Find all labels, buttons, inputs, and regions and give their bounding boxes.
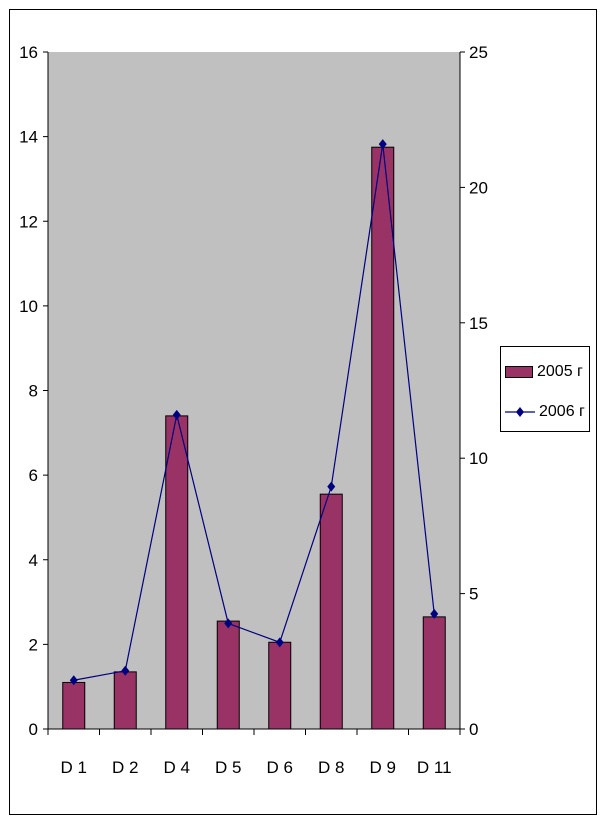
point-1 [69,675,78,686]
left-y-axis: 0 2 4 6 8 10 12 14 16 [19,43,48,739]
bar-1 [62,681,86,730]
x-tick-label: D 9 [370,758,396,777]
x-tick-label: D 4 [164,758,190,777]
right-tick-label: 10 [469,449,488,468]
left-tick-label: 0 [29,720,38,739]
x-tick-label: D 2 [112,758,138,777]
left-tick-label: 14 [19,128,38,147]
legend-item-2006: 2006 г [505,402,585,422]
x-axis: D 1 D 2 D 4 D 5 D 6 D 8 D 9 D 11 [47,729,461,777]
plot-area [48,52,460,729]
legend-swatch-bar [505,366,533,378]
x-tick-label: D 1 [61,758,87,777]
bar-7 [371,146,395,730]
right-tick-label: 0 [469,720,478,739]
legend-item-2005: 2005 г [505,362,583,382]
point-2 [121,665,130,676]
legend-swatch-line [505,407,535,417]
bar-3 [165,415,189,730]
x-tick-label: D 5 [215,758,241,777]
left-tick-label: 8 [29,382,38,401]
series-line [73,143,435,681]
left-tick-label: 12 [19,212,38,231]
right-y-axis: 0 5 10 15 20 25 [460,43,488,739]
x-tick-label: D 11 [417,758,452,777]
point-6 [327,481,336,492]
legend-label-2006: 2006 г [539,403,585,420]
bar-6 [319,493,343,730]
left-tick-label: 10 [19,297,38,316]
x-tick-label: D 6 [267,758,293,777]
legend-label-2005: 2005 г [537,363,583,380]
point-3 [172,409,181,420]
point-5 [275,637,284,648]
x-tick-label: D 8 [318,758,344,777]
right-tick-label: 15 [469,314,488,333]
left-tick-label: 16 [19,43,38,62]
left-tick-label: 2 [29,635,38,654]
right-tick-label: 25 [469,43,488,62]
right-tick-label: 20 [469,178,488,197]
left-tick-label: 4 [29,551,38,570]
bar-5 [268,641,292,730]
bar-series-2005 [62,146,446,730]
bar-4 [216,620,240,730]
point-8 [430,608,439,619]
line-series-2006 [69,139,439,686]
bar-8 [422,616,446,730]
right-tick-label: 5 [469,585,478,604]
legend: 2005 г 2006 г [500,346,590,432]
point-4 [224,618,233,629]
bar-2 [113,671,137,730]
point-7 [378,139,387,150]
left-tick-label: 6 [29,466,38,485]
